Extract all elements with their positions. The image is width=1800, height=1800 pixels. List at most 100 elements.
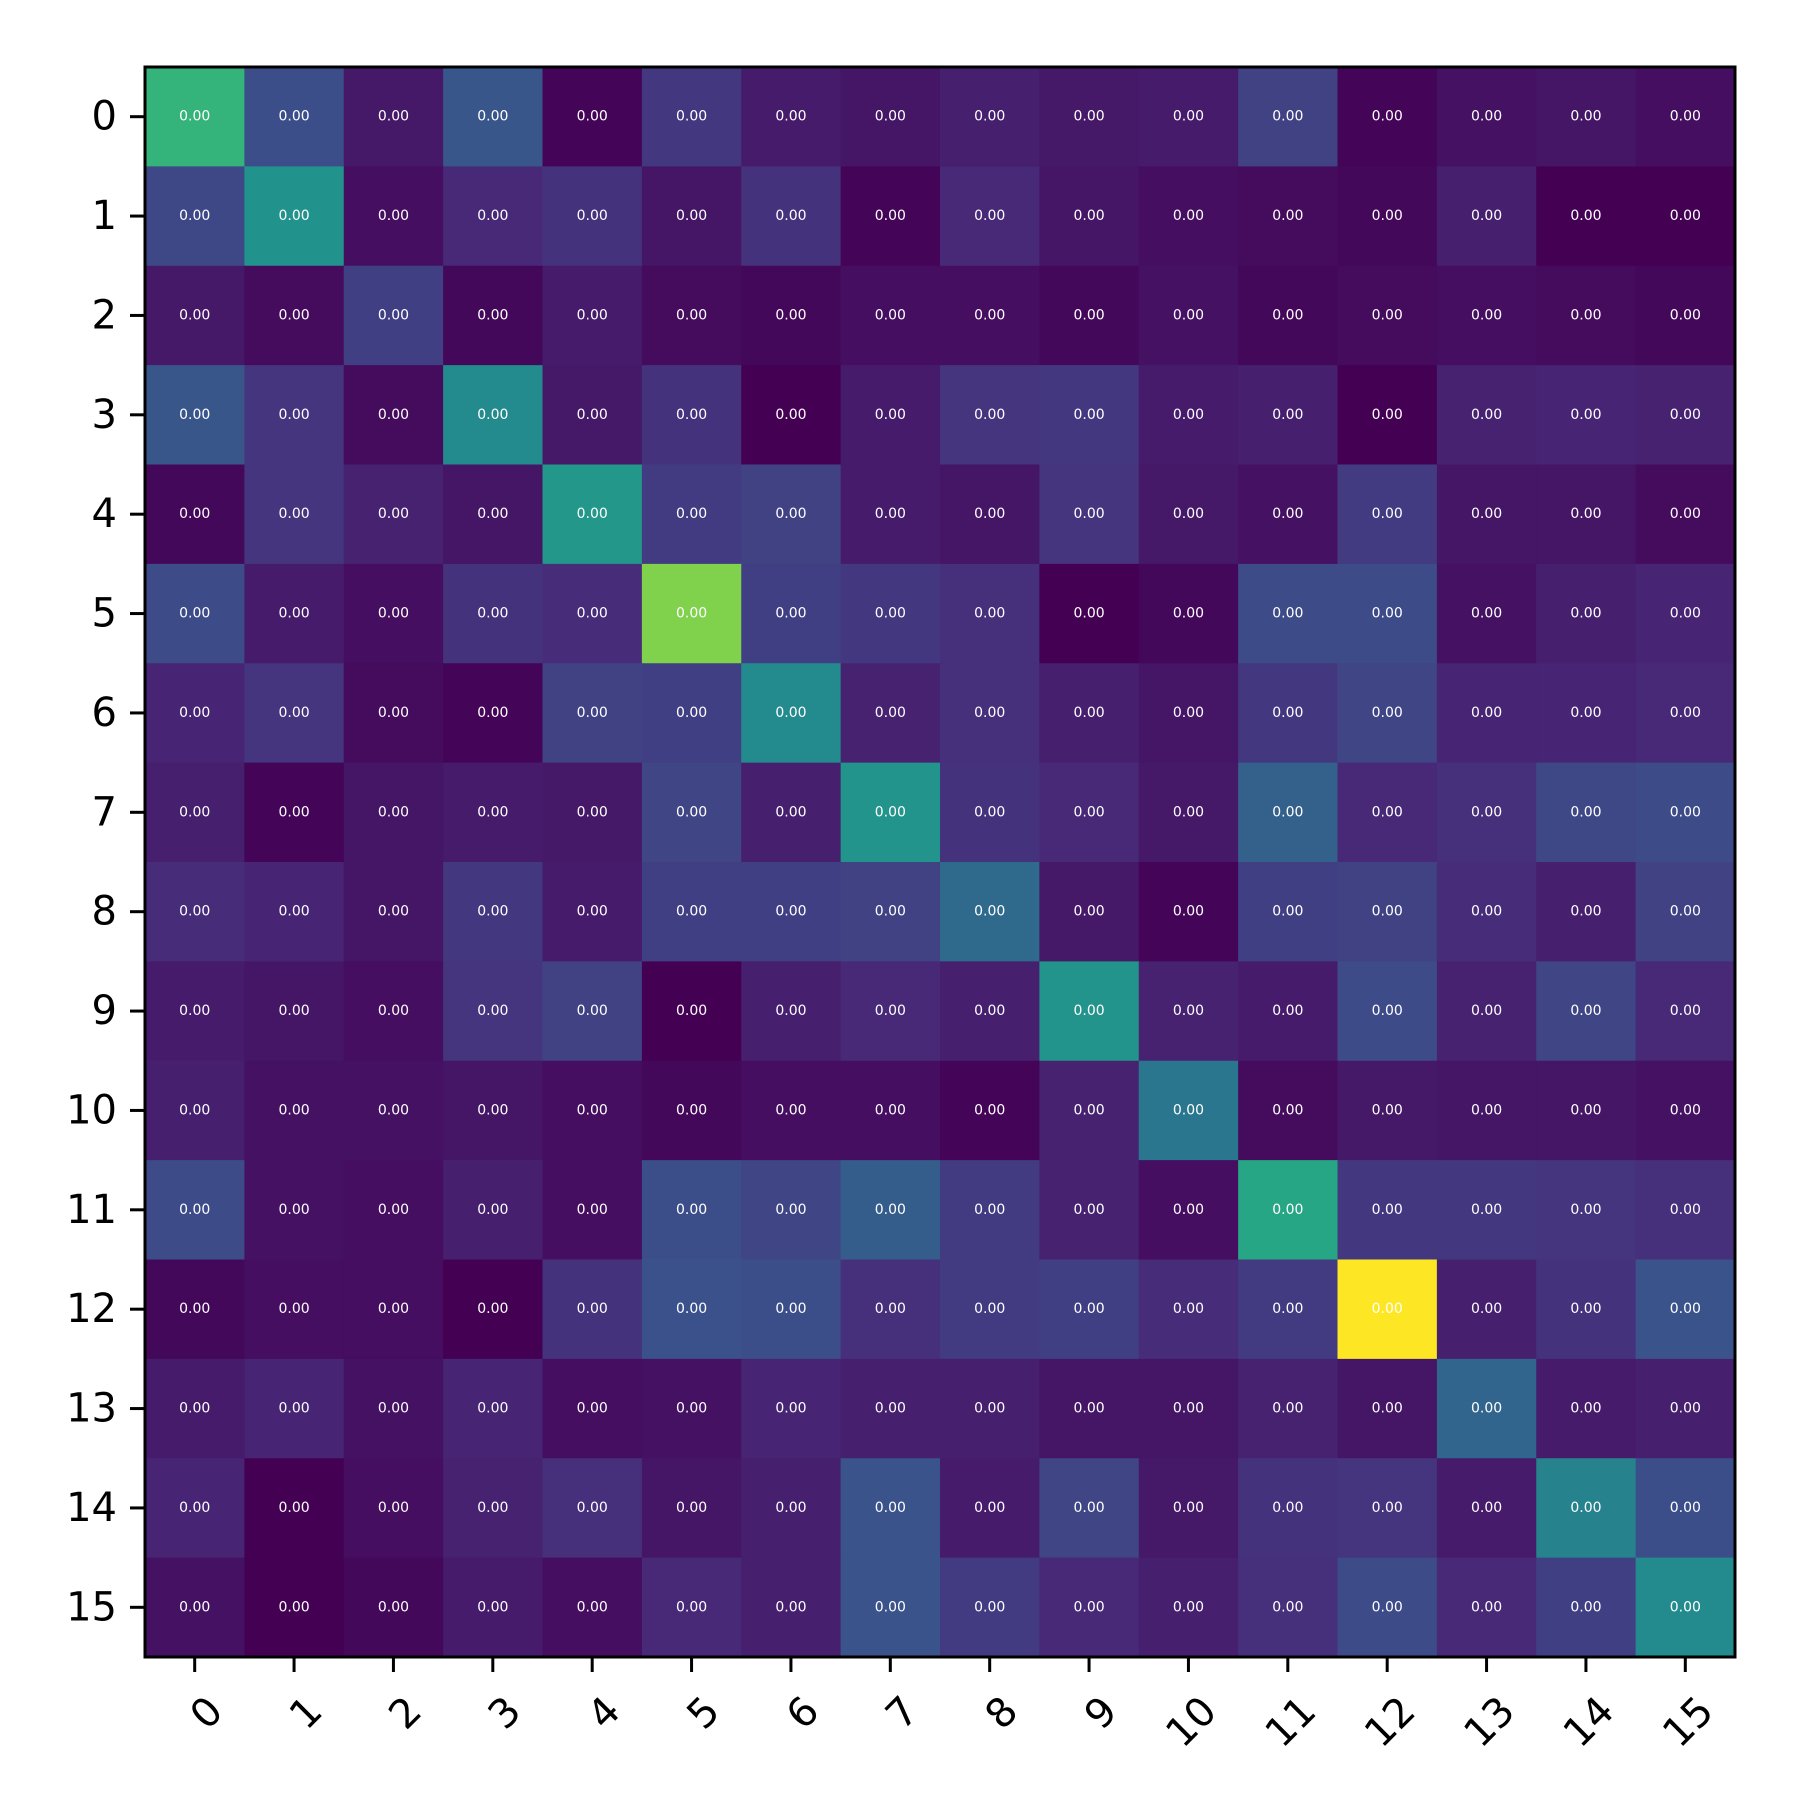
heatmap-cell-12-9: [1039, 1259, 1140, 1360]
heatmap-cell-9-4: [542, 961, 643, 1062]
heatmap-cell-6-9: [1039, 663, 1140, 764]
cell-value-label-4-15: 0.00: [1670, 506, 1701, 522]
heatmap-cell-4-4: [542, 464, 643, 565]
heatmap-cell-15-13: [1436, 1557, 1537, 1658]
cell-value-label-12-3: 0.00: [477, 1301, 508, 1317]
cell-value-label-8-15: 0.00: [1670, 904, 1701, 920]
heatmap-cell-2-10: [1138, 265, 1239, 366]
cell-value-label-15-14: 0.00: [1570, 1599, 1601, 1615]
heatmap-cell-10-14: [1536, 1060, 1637, 1161]
cell-value-label-7-10: 0.00: [1173, 804, 1204, 820]
cell-value-label-1-7: 0.00: [875, 208, 906, 224]
heatmap-cell-4-9: [1039, 464, 1140, 565]
cell-value-label-12-15: 0.00: [1670, 1301, 1701, 1317]
cell-value-label-13-3: 0.00: [477, 1401, 508, 1417]
cell-value-label-8-10: 0.00: [1173, 904, 1204, 920]
cell-value-label-3-11: 0.00: [1272, 407, 1303, 423]
heatmap-cell-6-8: [940, 663, 1040, 764]
cell-value-label-5-0: 0.00: [179, 606, 210, 622]
heatmap-cell-12-14: [1536, 1259, 1637, 1360]
heatmap-cell-5-4: [542, 563, 643, 664]
cell-value-label-13-11: 0.00: [1272, 1401, 1303, 1417]
heatmap-cell-2-2: [343, 265, 444, 366]
cell-value-label-12-8: 0.00: [974, 1301, 1005, 1317]
heatmap-cell-2-0: [145, 265, 245, 366]
cell-value-label-15-3: 0.00: [477, 1599, 508, 1615]
y-tick-label-2: 2: [92, 292, 117, 338]
heatmap-cell-11-9: [1039, 1160, 1140, 1261]
heatmap-cell-10-12: [1337, 1060, 1438, 1161]
heatmap-cell-12-4: [542, 1259, 643, 1360]
heatmap-cell-14-4: [542, 1458, 643, 1559]
cell-value-label-8-0: 0.00: [179, 904, 210, 920]
heatmap-cell-6-3: [443, 663, 544, 764]
heatmap-cell-6-2: [343, 663, 444, 764]
heatmap-cell-11-13: [1436, 1160, 1537, 1261]
heatmap-cell-10-7: [840, 1060, 941, 1161]
heatmap-cell-12-6: [741, 1259, 842, 1360]
heatmap-cell-2-6: [741, 265, 842, 366]
heatmap-cell-0-9: [1039, 67, 1140, 167]
cell-value-label-7-11: 0.00: [1272, 804, 1303, 820]
heatmap-cell-7-3: [443, 762, 544, 863]
heatmap-cell-3-6: [741, 365, 842, 466]
cell-value-label-13-10: 0.00: [1173, 1401, 1204, 1417]
cell-value-label-13-7: 0.00: [875, 1401, 906, 1417]
heatmap-cell-1-13: [1436, 166, 1537, 267]
heatmap-cell-7-4: [542, 762, 643, 863]
heatmap-cell-14-1: [244, 1458, 345, 1559]
heatmap-cell-5-5: [641, 563, 742, 664]
heatmap-cell-12-10: [1138, 1259, 1239, 1360]
heatmap-cell-3-2: [343, 365, 444, 466]
cell-value-label-3-8: 0.00: [974, 407, 1005, 423]
heatmap-cell-2-5: [641, 265, 742, 366]
cell-value-label-12-14: 0.00: [1570, 1301, 1601, 1317]
heatmap-cell-2-3: [443, 265, 544, 366]
cell-value-label-9-0: 0.00: [179, 1003, 210, 1019]
cell-value-label-3-4: 0.00: [577, 407, 608, 423]
cell-value-label-14-9: 0.00: [1073, 1500, 1104, 1516]
heatmap-cell-9-2: [343, 961, 444, 1062]
heatmap-cell-3-3: [443, 365, 544, 466]
cell-value-label-5-6: 0.00: [775, 606, 806, 622]
heatmap-cell-0-2: [343, 67, 444, 167]
cell-value-label-13-6: 0.00: [775, 1401, 806, 1417]
heatmap-cell-9-3: [443, 961, 544, 1062]
cell-value-label-1-4: 0.00: [577, 208, 608, 224]
cell-value-label-0-10: 0.00: [1173, 109, 1204, 125]
heatmap-cell-6-13: [1436, 663, 1537, 764]
y-tick-label-6: 6: [92, 690, 117, 736]
cell-value-label-1-15: 0.00: [1670, 208, 1701, 224]
heatmap-cell-1-14: [1536, 166, 1637, 267]
cell-value-label-7-5: 0.00: [676, 804, 707, 820]
heatmap-cell-15-1: [244, 1557, 345, 1658]
cell-value-label-9-5: 0.00: [676, 1003, 707, 1019]
heatmap-cell-7-11: [1238, 762, 1339, 863]
cell-value-label-2-1: 0.00: [278, 307, 309, 323]
heatmap-cell-11-10: [1138, 1160, 1239, 1261]
heatmap-cell-15-0: [145, 1557, 245, 1658]
cell-value-label-12-4: 0.00: [577, 1301, 608, 1317]
heatmap-cell-15-11: [1238, 1557, 1339, 1658]
heatmap-cell-10-6: [741, 1060, 842, 1161]
cell-value-label-3-0: 0.00: [179, 407, 210, 423]
heatmap-cell-11-3: [443, 1160, 544, 1261]
heatmap-cell-14-5: [641, 1458, 742, 1559]
y-tick-label-5: 5: [92, 591, 117, 637]
heatmap-cell-4-0: [145, 464, 245, 565]
cell-value-label-13-0: 0.00: [179, 1401, 210, 1417]
heatmap-cell-0-7: [840, 67, 941, 167]
heatmap-cell-11-0: [145, 1160, 245, 1261]
heatmap-cell-4-10: [1138, 464, 1239, 565]
cell-value-label-9-10: 0.00: [1173, 1003, 1204, 1019]
heatmap-cell-2-13: [1436, 265, 1537, 366]
heatmap-cell-0-13: [1436, 67, 1537, 167]
cell-value-label-14-15: 0.00: [1670, 1500, 1701, 1516]
cell-value-label-10-4: 0.00: [577, 1102, 608, 1118]
cell-value-label-10-14: 0.00: [1570, 1102, 1601, 1118]
cell-value-label-2-14: 0.00: [1570, 307, 1601, 323]
heatmap-cell-15-7: [840, 1557, 941, 1658]
heatmap-cell-0-14: [1536, 67, 1637, 167]
heatmap-cell-1-7: [840, 166, 941, 267]
cell-value-label-12-13: 0.00: [1471, 1301, 1502, 1317]
